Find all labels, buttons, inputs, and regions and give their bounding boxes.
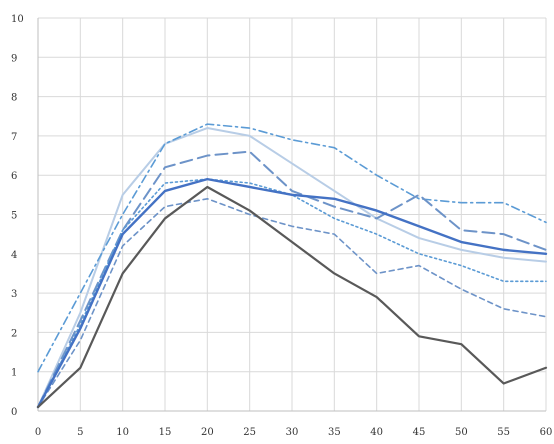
series-line-6 bbox=[36, 177, 548, 409]
y-tick-label: 9 bbox=[11, 53, 17, 64]
series-line-4 bbox=[37, 178, 547, 408]
x-tick-label: 55 bbox=[497, 427, 510, 438]
x-tick-label: 25 bbox=[243, 427, 256, 438]
x-tick-label: 45 bbox=[413, 427, 426, 438]
x-tick-label: 30 bbox=[286, 427, 299, 438]
series-line-2 bbox=[37, 123, 547, 373]
y-tick-label: 6 bbox=[11, 171, 17, 182]
x-tick-label: 40 bbox=[370, 427, 383, 438]
x-tick-label: 50 bbox=[455, 427, 468, 438]
y-tick-label: 2 bbox=[11, 328, 17, 339]
series-line-1 bbox=[37, 127, 547, 409]
x-tick-label: 20 bbox=[201, 427, 214, 438]
y-tick-label: 7 bbox=[11, 132, 17, 143]
series-line-3 bbox=[37, 150, 547, 409]
axes bbox=[37, 18, 546, 412]
x-tick-label: 35 bbox=[328, 427, 341, 438]
y-tick-label: 4 bbox=[11, 250, 17, 261]
x-tick-label: 60 bbox=[540, 427, 553, 438]
y-tick-label: 10 bbox=[11, 14, 24, 25]
series-line-5 bbox=[37, 197, 547, 408]
x-tick-label: 15 bbox=[159, 427, 172, 438]
y-tick-label: 1 bbox=[11, 368, 17, 379]
y-tick-label: 8 bbox=[11, 93, 17, 104]
series-line-7 bbox=[36, 185, 548, 409]
x-tick-label: 5 bbox=[77, 427, 83, 438]
x-tick-label: 10 bbox=[116, 427, 129, 438]
y-tick-label: 3 bbox=[11, 289, 17, 300]
y-tick-label: 0 bbox=[11, 407, 17, 418]
y-tick-label: 5 bbox=[11, 211, 17, 222]
series-lines bbox=[36, 123, 548, 409]
x-tick-label: 0 bbox=[35, 427, 41, 438]
